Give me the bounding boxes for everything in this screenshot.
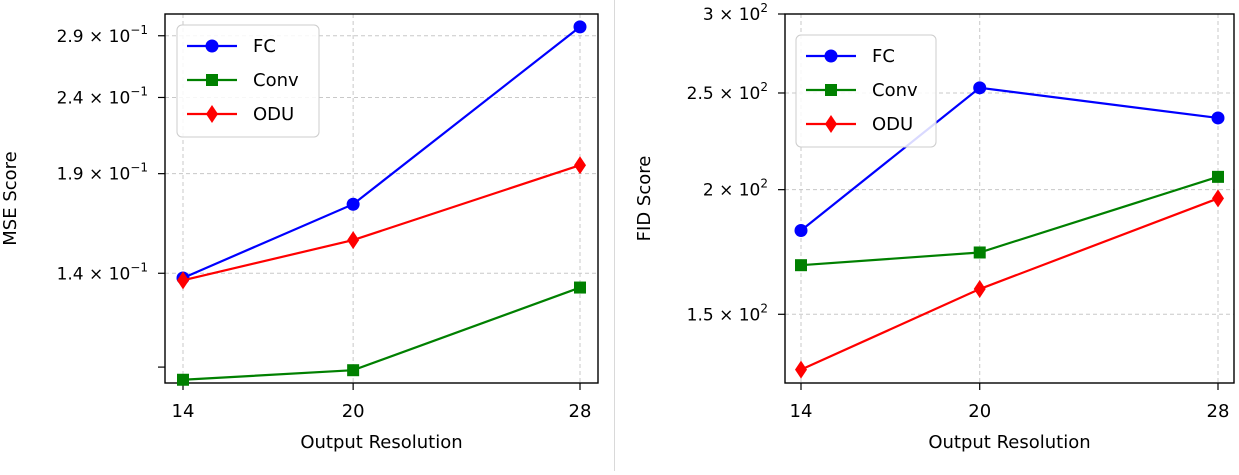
- data-point-fc: [973, 81, 987, 95]
- y-tick-mantissa: 1.4: [57, 264, 84, 284]
- y-tick-times: × 10: [714, 305, 761, 325]
- y-axis-label: MSE Score: [0, 151, 21, 245]
- y-tick-times: × 10: [84, 27, 131, 47]
- legend-label: FC: [253, 36, 276, 57]
- chart-panel-1: 2.9 × 10−12.4 × 10−11.9 × 10−11.4 × 10−1…: [0, 13, 599, 453]
- legend: FC Conv ODU: [795, 34, 937, 148]
- y-tick-exponent: 2: [760, 301, 768, 315]
- y-tick-exponent: −1: [130, 260, 148, 274]
- y-tick-mantissa: 2: [703, 181, 714, 201]
- y-tick-mantissa: 2.5: [687, 84, 714, 104]
- y-tick-mantissa: 3: [703, 5, 714, 25]
- data-point-fc: [346, 197, 360, 211]
- data-point-fc: [1211, 111, 1225, 125]
- y-tick-label: 3 × 102: [703, 1, 768, 25]
- y-tick-label: 1.9 × 10−1: [57, 161, 148, 185]
- x-tick-label: 20: [342, 401, 365, 422]
- data-point-fc: [794, 224, 808, 238]
- y-tick-times: × 10: [84, 165, 131, 185]
- series-line-conv: [182, 286, 581, 381]
- data-point-conv: [973, 246, 986, 259]
- legend-label: FC: [872, 46, 895, 67]
- panel-divider: [614, 0, 615, 471]
- legend-marker: [825, 84, 837, 96]
- y-tick-label: 2 × 102: [703, 177, 768, 201]
- y-tick-mantissa: 2.9: [57, 27, 84, 47]
- legend-marker: [825, 115, 837, 133]
- legend-label: Conv: [872, 80, 918, 101]
- legend-label: ODU: [253, 104, 294, 125]
- data-point-odu: [347, 231, 360, 250]
- legend: FC Conv ODU: [176, 24, 320, 138]
- legend-marker: [206, 105, 218, 123]
- data-point-fc: [573, 20, 587, 34]
- y-tick-times: × 10: [714, 84, 761, 104]
- y-tick-label: 2.9 × 10−1: [57, 23, 148, 47]
- y-axis-label: FID Score: [634, 156, 655, 242]
- y-tick-label: 2.5 × 102: [687, 80, 768, 104]
- plot-frame: [784, 13, 1235, 384]
- y-tick-exponent: −1: [130, 23, 148, 37]
- x-tick-label: 28: [569, 401, 592, 422]
- y-tick-times: × 10: [714, 5, 761, 25]
- y-tick-label: 1.5 × 102: [687, 301, 768, 325]
- x-tick-label: 20: [968, 401, 991, 422]
- legend-marker: [824, 49, 838, 63]
- x-tick-label: 14: [790, 401, 813, 422]
- plot-frame: [164, 13, 599, 384]
- data-point-odu: [574, 156, 586, 175]
- data-point-odu: [795, 360, 807, 379]
- legend-marker: [205, 39, 219, 53]
- y-tick-times: × 10: [84, 264, 131, 284]
- data-point-conv: [574, 281, 586, 294]
- x-axis-label: Output Resolution: [300, 432, 462, 453]
- data-point-conv: [795, 259, 807, 272]
- x-tick-label: 14: [172, 401, 195, 422]
- y-tick-mantissa: 1.9: [57, 165, 84, 185]
- legend-marker: [206, 74, 218, 86]
- data-point-odu: [177, 271, 189, 290]
- y-tick-times: × 10: [84, 88, 131, 108]
- y-tick-label: 2.4 × 10−1: [57, 84, 148, 108]
- data-point-conv: [1212, 170, 1224, 183]
- y-tick-exponent: −1: [130, 161, 148, 175]
- y-tick-exponent: −1: [130, 84, 148, 98]
- y-tick-exponent: 2: [760, 177, 768, 191]
- y-tick-exponent: 2: [760, 80, 768, 94]
- legend-label: Conv: [253, 70, 299, 91]
- y-tick-exponent: 2: [760, 1, 768, 15]
- data-point-conv: [347, 364, 360, 377]
- series-line-odu: [800, 197, 1219, 371]
- data-point-odu: [973, 280, 986, 299]
- y-tick-times: × 10: [714, 181, 761, 201]
- data-point-odu: [1212, 189, 1224, 208]
- legend-label: ODU: [872, 114, 913, 135]
- y-tick-mantissa: 1.5: [687, 305, 714, 325]
- y-tick-mantissa: 2.4: [57, 88, 84, 108]
- x-axis-label: Output Resolution: [928, 432, 1090, 453]
- data-point-conv: [177, 373, 189, 386]
- y-tick-label: 1.4 × 10−1: [57, 260, 148, 284]
- x-tick-label: 28: [1207, 401, 1230, 422]
